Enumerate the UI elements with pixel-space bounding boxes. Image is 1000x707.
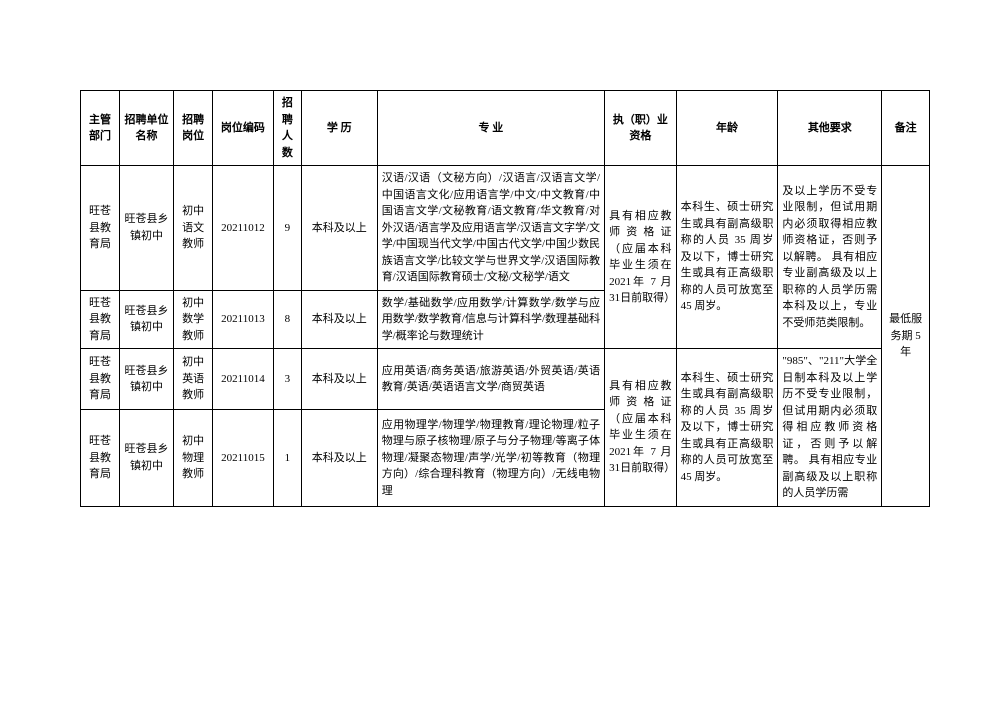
header-code: 岗位编码	[213, 91, 274, 166]
header-num: 招聘人数	[273, 91, 301, 166]
cell-unit: 旺苍县乡镇初中	[119, 410, 173, 506]
table-header-row: 主管部门 招聘单位名称 招聘岗位 岗位编码 招聘人数 学 历 专 业 执（职）业…	[81, 91, 930, 166]
cell-post: 初中语文教师	[174, 166, 213, 291]
cell-age-group1: 本科生、硕士研究生或具有副高级职称的人员 35 周岁及以下，博士研究生或具有正高…	[676, 166, 778, 349]
cell-edu: 本科及以上	[301, 166, 377, 291]
header-note: 备注	[882, 91, 930, 166]
cell-edu: 本科及以上	[301, 410, 377, 506]
cell-post: 初中物理教师	[174, 410, 213, 506]
cell-edu: 本科及以上	[301, 290, 377, 349]
cell-major: 应用英语/商务英语/旅游英语/外贸英语/英语教育/英语/英语语言文学/商贸英语	[377, 349, 604, 410]
cell-num: 3	[273, 349, 301, 410]
cell-major: 数学/基础数学/应用数学/计算数学/数学与应用数学/数学教育/信息与计算科学/数…	[377, 290, 604, 349]
cell-note-group: 最低服务期 5 年	[882, 166, 930, 507]
cell-dept: 旺苍县教育局	[81, 349, 120, 410]
cell-dept: 旺苍县教育局	[81, 166, 120, 291]
cell-edu: 本科及以上	[301, 349, 377, 410]
cell-code: 20211015	[213, 410, 274, 506]
cell-code: 20211014	[213, 349, 274, 410]
cell-dept: 旺苍县教育局	[81, 290, 120, 349]
table-row: 旺苍县教育局 旺苍县乡镇初中 初中语文教师 20211012 9 本科及以上 汉…	[81, 166, 930, 291]
cell-other-group2: "985"、"211"大学全日制本科及以上学历不受专业限制，但试用期内必须取得相…	[778, 349, 882, 507]
header-unit: 招聘单位名称	[119, 91, 173, 166]
cell-num: 1	[273, 410, 301, 506]
header-qual: 执（职）业资格	[605, 91, 676, 166]
cell-unit: 旺苍县乡镇初中	[119, 166, 173, 291]
header-major: 专 业	[377, 91, 604, 166]
cell-num: 8	[273, 290, 301, 349]
cell-age-group2: 本科生、硕士研究生或具有副高级职称的人员 35 周岁及以下，博士研究生或具有正高…	[676, 349, 778, 507]
document-page: 主管部门 招聘单位名称 招聘岗位 岗位编码 招聘人数 学 历 专 业 执（职）业…	[0, 0, 1000, 707]
header-dept: 主管部门	[81, 91, 120, 166]
header-age: 年龄	[676, 91, 778, 166]
cell-qual-group2: 具有相应教师资格证（应届本科毕业生须在 2021年 7 月 31日前取得）	[605, 349, 676, 507]
table-row: 旺苍县教育局 旺苍县乡镇初中 初中英语教师 20211014 3 本科及以上 应…	[81, 349, 930, 410]
header-post: 招聘岗位	[174, 91, 213, 166]
cell-major: 应用物理学/物理学/物理教育/理论物理/粒子物理与原子核物理/原子与分子物理/等…	[377, 410, 604, 506]
cell-major: 汉语/汉语（文秘方向）/汉语言/汉语言文学/中国语言文化/应用语言学/中文/中文…	[377, 166, 604, 291]
recruitment-table: 主管部门 招聘单位名称 招聘岗位 岗位编码 招聘人数 学 历 专 业 执（职）业…	[80, 90, 930, 507]
cell-qual-group1: 具有相应教师资格证（应届本科毕业生须在 2021年 7 月 31日前取得）	[605, 166, 676, 349]
cell-unit: 旺苍县乡镇初中	[119, 290, 173, 349]
cell-post: 初中数学教师	[174, 290, 213, 349]
header-edu: 学 历	[301, 91, 377, 166]
cell-other-group1: 及以上学历不受专业限制，但试用期内必须取得相应教师资格证，否则予以解聘。 具有相…	[778, 166, 882, 349]
cell-unit: 旺苍县乡镇初中	[119, 349, 173, 410]
cell-num: 9	[273, 166, 301, 291]
cell-code: 20211012	[213, 166, 274, 291]
cell-post: 初中英语教师	[174, 349, 213, 410]
header-other: 其他要求	[778, 91, 882, 166]
cell-code: 20211013	[213, 290, 274, 349]
cell-dept: 旺苍县教育局	[81, 410, 120, 506]
